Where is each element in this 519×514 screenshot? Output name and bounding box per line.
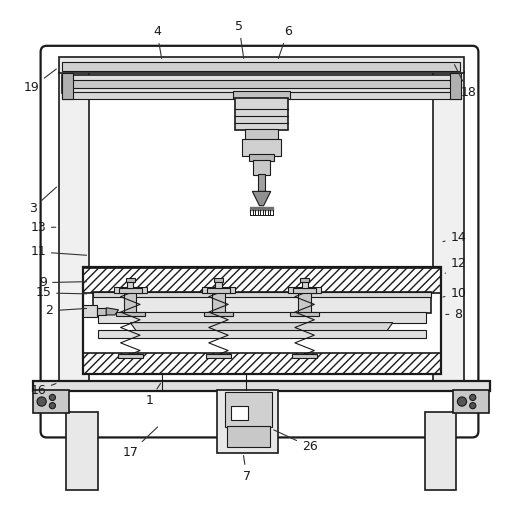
Bar bbox=[117, 354, 143, 358]
Bar bbox=[83, 305, 97, 318]
Text: 8: 8 bbox=[446, 308, 462, 321]
Polygon shape bbox=[106, 308, 118, 315]
Bar bbox=[253, 160, 270, 175]
Bar bbox=[290, 313, 319, 317]
Bar bbox=[207, 288, 230, 293]
Text: 11: 11 bbox=[30, 245, 87, 259]
Text: 3: 3 bbox=[29, 187, 57, 215]
Bar bbox=[202, 287, 235, 293]
Bar bbox=[298, 292, 311, 314]
Bar bbox=[453, 390, 489, 413]
Polygon shape bbox=[250, 207, 273, 210]
Bar bbox=[62, 92, 461, 99]
Bar bbox=[98, 331, 426, 338]
Bar bbox=[225, 392, 272, 427]
Bar bbox=[300, 278, 309, 282]
Text: 15: 15 bbox=[35, 286, 87, 299]
Text: 14: 14 bbox=[443, 231, 466, 244]
Bar bbox=[62, 80, 461, 88]
Bar bbox=[215, 281, 222, 288]
Bar bbox=[204, 313, 233, 317]
Bar bbox=[97, 308, 106, 315]
Bar bbox=[231, 406, 248, 420]
Circle shape bbox=[470, 402, 476, 409]
Text: 17: 17 bbox=[122, 427, 158, 460]
Text: 26: 26 bbox=[274, 430, 318, 453]
Bar bbox=[66, 412, 98, 490]
Polygon shape bbox=[252, 191, 271, 206]
Bar bbox=[83, 267, 442, 374]
Circle shape bbox=[37, 397, 46, 406]
FancyBboxPatch shape bbox=[40, 46, 479, 437]
Bar bbox=[62, 75, 461, 93]
Bar bbox=[235, 98, 288, 130]
Circle shape bbox=[457, 397, 467, 406]
Bar bbox=[206, 354, 231, 358]
Text: 16: 16 bbox=[30, 383, 56, 397]
Bar bbox=[212, 292, 225, 314]
Bar bbox=[214, 278, 223, 282]
Bar bbox=[433, 72, 463, 382]
Bar bbox=[59, 57, 463, 74]
Bar bbox=[217, 390, 278, 453]
Bar bbox=[449, 74, 461, 99]
Bar bbox=[233, 91, 290, 99]
Bar bbox=[118, 288, 142, 293]
Bar bbox=[127, 281, 133, 288]
Bar bbox=[258, 174, 265, 191]
Bar bbox=[124, 292, 136, 314]
Bar bbox=[116, 313, 145, 317]
Text: 2: 2 bbox=[45, 304, 87, 317]
Text: 4: 4 bbox=[153, 25, 161, 59]
Bar bbox=[33, 390, 69, 413]
Polygon shape bbox=[130, 323, 393, 332]
Bar bbox=[98, 313, 426, 323]
Text: 1: 1 bbox=[145, 383, 160, 407]
Bar bbox=[227, 426, 270, 447]
Text: 6: 6 bbox=[278, 25, 292, 59]
Bar bbox=[59, 72, 89, 382]
Bar bbox=[33, 381, 490, 391]
Bar bbox=[242, 139, 281, 156]
Text: 12: 12 bbox=[445, 256, 466, 273]
Bar bbox=[425, 412, 456, 490]
Bar bbox=[293, 288, 317, 293]
Bar bbox=[302, 281, 308, 288]
Text: 18: 18 bbox=[455, 65, 476, 100]
Text: 19: 19 bbox=[23, 69, 57, 95]
Bar bbox=[93, 292, 431, 314]
Bar bbox=[126, 278, 135, 282]
Text: 9: 9 bbox=[39, 276, 87, 289]
Text: 10: 10 bbox=[443, 287, 467, 300]
Text: 13: 13 bbox=[30, 221, 56, 234]
Text: 7: 7 bbox=[243, 455, 251, 483]
Text: 5: 5 bbox=[235, 20, 244, 59]
Bar bbox=[249, 155, 274, 161]
Bar bbox=[83, 268, 442, 293]
Bar bbox=[83, 353, 442, 374]
Bar bbox=[62, 74, 73, 99]
Bar bbox=[93, 292, 431, 297]
Circle shape bbox=[49, 394, 56, 400]
Bar bbox=[292, 354, 318, 358]
Bar bbox=[288, 287, 321, 293]
Circle shape bbox=[470, 394, 476, 400]
Circle shape bbox=[49, 402, 56, 409]
Bar bbox=[114, 287, 147, 293]
Bar bbox=[245, 129, 278, 140]
Bar bbox=[62, 62, 460, 71]
